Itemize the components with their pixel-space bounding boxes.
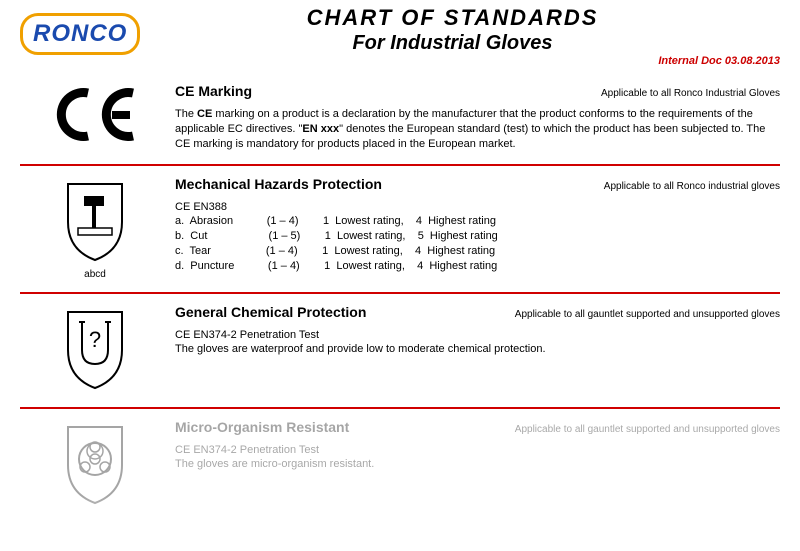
micro-body: The gloves are micro-organism resistant. <box>175 457 780 472</box>
svg-text:?: ? <box>89 327 101 352</box>
ce-icon <box>20 83 170 152</box>
micro-title: Micro-Organism Resistant <box>175 419 349 435</box>
mechanical-icon-label: abcd <box>20 269 170 280</box>
section-chemical: ? General Chemical Protection Applicable… <box>20 294 780 409</box>
mechanical-title: Mechanical Hazards Protection <box>175 176 382 192</box>
micro-applicable: Applicable to all gauntlet supported and… <box>515 424 780 435</box>
chemical-std: CE EN374-2 Penetration Test <box>175 328 780 343</box>
chemical-icon: ? <box>20 304 170 395</box>
logo-text: RONCO <box>33 20 127 47</box>
micro-icon <box>20 419 170 510</box>
ce-body: The CE marking on a product is a declara… <box>175 107 780 152</box>
micro-std: CE EN374-2 Penetration Test <box>175 443 780 458</box>
page: RONCO CHART OF STANDARDS For Industrial … <box>0 0 800 522</box>
mechanical-icon: abcd <box>20 176 170 280</box>
mechanical-line-d: d. Puncture (1 – 4) 1 Lowest rating, 4 H… <box>175 259 780 274</box>
ce-applicable: Applicable to all Ronco Industrial Glove… <box>601 88 780 99</box>
chemical-body: The gloves are waterproof and provide lo… <box>175 342 780 357</box>
doc-info: Internal Doc 03.08.2013 <box>20 55 780 67</box>
ce-body-b1: CE <box>197 108 212 120</box>
chemical-applicable: Applicable to all gauntlet supported and… <box>515 309 780 320</box>
title-block: CHART OF STANDARDS For Industrial Gloves <box>125 5 780 55</box>
ce-title: CE Marking <box>175 83 252 99</box>
section-micro: Micro-Organism Resistant Applicable to a… <box>20 409 780 522</box>
mechanical-std: CE EN388 <box>175 200 780 215</box>
section-mechanical: abcd Mechanical Hazards Protection Appli… <box>20 166 780 294</box>
chemical-title: General Chemical Protection <box>175 304 366 320</box>
mechanical-line-b: b. Cut (1 – 5) 1 Lowest rating, 5 Highes… <box>175 229 780 244</box>
ce-body-b2: EN xxx <box>302 123 339 135</box>
ce-body-pre: The <box>175 108 197 120</box>
mechanical-applicable: Applicable to all Ronco industrial glove… <box>604 181 780 192</box>
header: RONCO CHART OF STANDARDS For Industrial … <box>20 5 780 55</box>
mechanical-line-c: c. Tear (1 – 4) 1 Lowest rating, 4 Highe… <box>175 244 780 259</box>
title-line1: CHART OF STANDARDS <box>125 5 780 31</box>
mechanical-line-a: a. Abrasion (1 – 4) 1 Lowest rating, 4 H… <box>175 214 780 229</box>
title-line2: For Industrial Gloves <box>125 32 780 55</box>
section-ce: CE Marking Applicable to all Ronco Indus… <box>20 73 780 166</box>
